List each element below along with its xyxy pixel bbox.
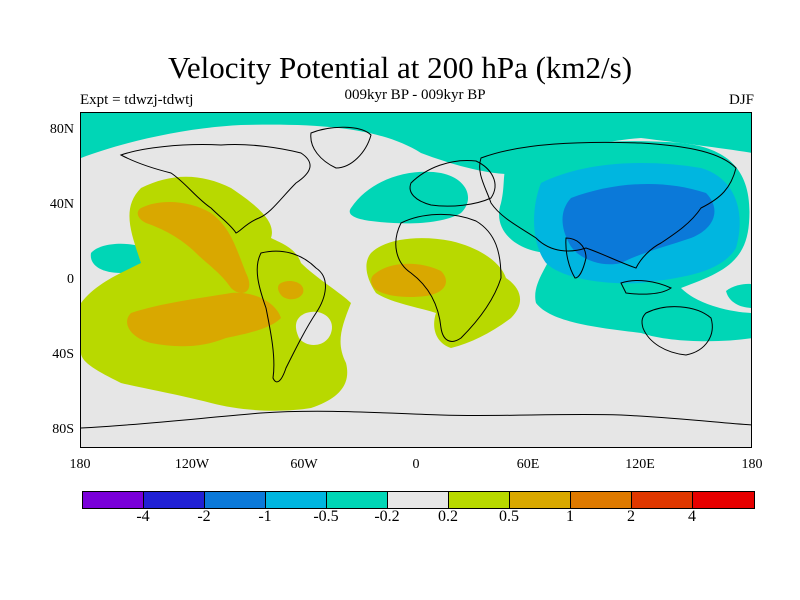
colorbar-label: 0.2 <box>438 508 458 525</box>
x-label-120w: 120W <box>174 457 210 472</box>
y-label-40s: 40S <box>52 347 74 362</box>
colorbar-label: 1 <box>566 508 574 525</box>
south-america-outline <box>256 250 326 383</box>
blue-core-asia <box>562 183 715 265</box>
colorbar-label: 0.5 <box>499 508 519 525</box>
colorbar-label: -0.5 <box>313 508 339 525</box>
colorbar-cell <box>144 492 205 508</box>
x-label-180e: 180 <box>741 457 763 472</box>
orange-region-nepac <box>137 201 250 293</box>
season-label: DJF <box>728 92 754 108</box>
colorbar-cell <box>205 492 266 508</box>
colorbar <box>82 491 755 509</box>
colorbar-cell <box>83 492 144 508</box>
orange-region-sepac <box>127 292 281 347</box>
australia-outline <box>641 306 713 356</box>
colorbar-cell <box>571 492 632 508</box>
neutral-hole-samerica <box>295 311 332 345</box>
colorbar-label: -0.2 <box>374 508 400 525</box>
colorbar-label: -2 <box>197 508 211 525</box>
india-outline <box>565 237 587 279</box>
map-title: Velocity Potential at 200 hPa (km2/s) <box>167 50 633 85</box>
map-subtitle: 009kyr BP - 009kyr BP <box>344 87 486 103</box>
colorbar-cell <box>510 492 571 508</box>
map-field <box>81 113 751 447</box>
x-label-60w: 60W <box>290 457 318 472</box>
colorbar-label: -1 <box>258 508 272 525</box>
north-america-outline <box>119 144 311 234</box>
colorbar-cell <box>327 492 388 508</box>
y-label-80s: 80S <box>52 422 74 437</box>
x-label-120e: 120E <box>625 457 655 472</box>
europe-outline <box>409 159 496 207</box>
antarctica-outline <box>81 410 751 429</box>
coastlines <box>81 126 751 429</box>
x-label-60e: 60E <box>516 457 540 472</box>
green-region-americas <box>81 176 351 411</box>
x-label-180w: 180 <box>69 457 91 472</box>
asia-outline <box>479 141 737 269</box>
indonesia-outline <box>620 280 672 295</box>
x-label-0: 0 <box>412 457 420 472</box>
greenland-outline <box>310 126 372 169</box>
map-panel <box>80 112 752 448</box>
experiment-label: Expt = tdwzj-tdwtj <box>80 92 194 108</box>
africa-outline <box>395 213 502 342</box>
positive-band-north <box>81 113 751 175</box>
colorbar-cell <box>693 492 754 508</box>
teal-blob-dateline <box>726 283 751 308</box>
y-label-80n: 80N <box>49 122 74 137</box>
colorbar-cell <box>449 492 510 508</box>
colorbar-label: 4 <box>688 508 696 525</box>
colorbar-cell <box>266 492 327 508</box>
y-label-40n: 40N <box>49 197 74 212</box>
y-label-eq: 0 <box>67 272 74 287</box>
colorbar-label: -4 <box>136 508 150 525</box>
teal-blob-atlantic <box>349 171 469 224</box>
orange-spot-amazon <box>278 281 304 300</box>
colorbar-label: 2 <box>627 508 635 525</box>
colorbar-cell <box>632 492 693 508</box>
colorbar-cell <box>388 492 449 508</box>
